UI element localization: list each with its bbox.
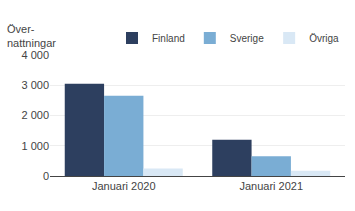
svg-text:1 000: 1 000 bbox=[21, 140, 49, 152]
svg-text:Sverige: Sverige bbox=[230, 33, 264, 44]
svg-text:4 000: 4 000 bbox=[21, 49, 49, 61]
svg-text:Övriga: Övriga bbox=[309, 33, 339, 44]
svg-text:Januari 2021: Januari 2021 bbox=[239, 180, 303, 192]
svg-text:Finland: Finland bbox=[152, 33, 185, 44]
svg-text:Januari 2020: Januari 2020 bbox=[92, 180, 156, 192]
svg-text:0: 0 bbox=[43, 170, 49, 182]
svg-text:3 000: 3 000 bbox=[21, 79, 49, 91]
svg-text:Över-nattningar: Över-nattningar bbox=[7, 23, 56, 49]
svg-text:2 000: 2 000 bbox=[21, 109, 49, 121]
